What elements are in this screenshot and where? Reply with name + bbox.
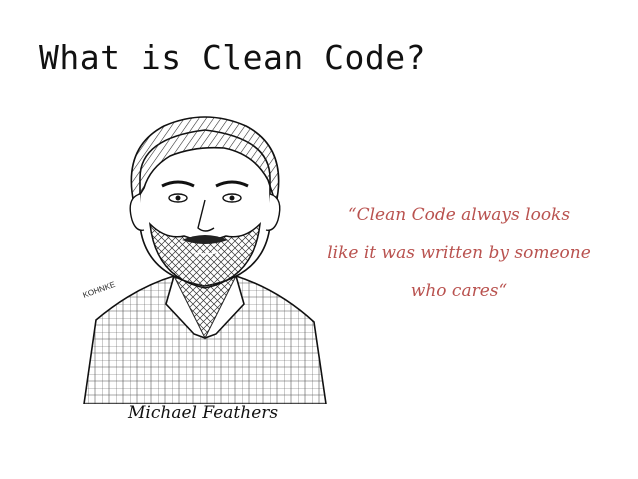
- slide-title: What is Clean Code?: [39, 38, 426, 77]
- portrait-sketch: KOHNKE: [82, 116, 327, 404]
- artist-signature: KOHNKE: [82, 280, 117, 300]
- quote-line: “Clean Code always looks: [347, 205, 571, 225]
- portrait-caption: Michael Feathers: [128, 403, 279, 423]
- quote-block: “Clean Code always looks like it was wri…: [318, 196, 600, 310]
- quote-line: who cares“: [410, 281, 508, 301]
- quote-line: like it was written by someone: [327, 243, 591, 263]
